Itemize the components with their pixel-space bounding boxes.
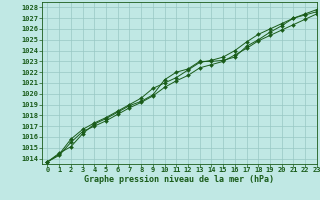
X-axis label: Graphe pression niveau de la mer (hPa): Graphe pression niveau de la mer (hPa)	[84, 175, 274, 184]
